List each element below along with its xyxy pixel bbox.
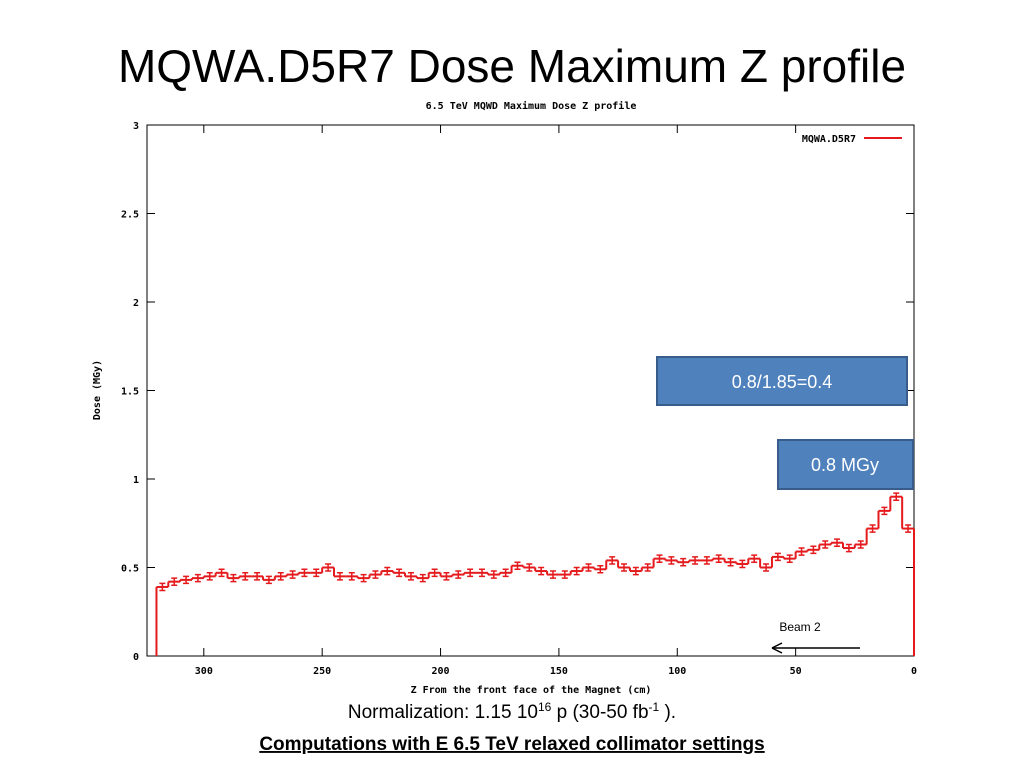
- error-bar: [159, 582, 166, 592]
- error-bar: [467, 568, 474, 578]
- y-tick-label: 2.5: [121, 210, 139, 221]
- text: Normalization: 1.15 10: [348, 702, 538, 723]
- error-bar: [289, 570, 296, 579]
- error-bar: [478, 568, 485, 578]
- error-bar: [763, 563, 770, 572]
- error-bar: [845, 543, 852, 553]
- error-bar: [692, 556, 699, 565]
- error-bar: [206, 572, 213, 581]
- error-bar: [265, 575, 272, 585]
- annotation: 0.8/1.85=0.4: [732, 372, 833, 392]
- error-bar: [798, 547, 805, 556]
- annotation-box: [656, 356, 908, 406]
- y-tick-label: 2: [133, 298, 139, 309]
- text: ).: [659, 702, 676, 723]
- error-bar: [585, 563, 592, 572]
- error-bar: [715, 554, 722, 563]
- annotation-box: [777, 439, 914, 490]
- error-bar: [905, 524, 912, 533]
- superscript: -1: [649, 700, 660, 714]
- error-bar: [656, 554, 663, 563]
- error-bar: [325, 563, 332, 572]
- error-bar: [502, 568, 509, 578]
- error-bar: [407, 572, 414, 581]
- error-bar: [834, 538, 841, 548]
- normalization: Normalization: 1.15 1016 p (30-50 fb-1 )…: [348, 700, 676, 723]
- error-bar: [254, 572, 261, 581]
- error-bar: [242, 572, 249, 581]
- error-bar: [810, 545, 817, 555]
- error-bar: [194, 573, 201, 583]
- error-bar: [668, 556, 675, 565]
- beam-arrow-head: [771, 642, 783, 654]
- annotation: Beam 2: [779, 620, 821, 634]
- chart-title: 6.5 TeV MQWD Maximum Dose Z profile: [426, 100, 637, 112]
- error-bar: [336, 572, 343, 581]
- error-bar: [171, 577, 178, 586]
- error-bar: [301, 568, 308, 578]
- error-bar: [727, 557, 734, 567]
- x-tick-label: 200: [432, 666, 450, 677]
- y-tick-label: 0: [133, 652, 139, 663]
- x-tick-label: 0: [911, 666, 917, 677]
- error-bar: [597, 564, 604, 574]
- y-tick-label: 3: [133, 121, 139, 132]
- error-bar: [396, 568, 403, 578]
- y-axis-label: Dose (MGy): [92, 360, 103, 420]
- error-bar: [419, 573, 426, 583]
- annotation: 0.8 MGy: [811, 455, 879, 475]
- error-bar: [774, 552, 781, 562]
- error-bar: [514, 561, 521, 571]
- settings-note: Computations with E 6.5 TeV relaxed coll…: [259, 734, 764, 755]
- error-bar: [230, 573, 237, 583]
- error-bar: [431, 568, 438, 578]
- error-bar: [609, 556, 616, 565]
- x-axis-label: Z From the front face of the Magnet (cm): [411, 685, 652, 696]
- error-bar: [526, 563, 533, 572]
- error-bar: [549, 570, 556, 579]
- legend-label: MQWA.D5R7: [802, 134, 856, 145]
- error-bar: [384, 566, 391, 576]
- error-bar: [277, 572, 284, 581]
- slide-title: MQWA.D5R7 Dose Maximum Z profile: [118, 40, 906, 92]
- error-bar: [183, 575, 190, 585]
- error-bar: [372, 570, 379, 579]
- error-bar: [313, 568, 320, 578]
- error-bar: [490, 570, 497, 579]
- error-bar: [360, 573, 367, 583]
- x-tick-label: 100: [668, 666, 686, 677]
- error-bar: [881, 506, 888, 516]
- x-tick-label: 150: [550, 666, 568, 677]
- text: p (30-50 fb: [551, 702, 648, 723]
- y-tick-label: 0.5: [121, 564, 139, 575]
- error-bar: [538, 566, 545, 576]
- x-tick-label: 250: [313, 666, 331, 677]
- error-bar: [857, 540, 864, 549]
- error-bar: [443, 572, 450, 581]
- superscript: 16: [538, 700, 552, 714]
- error-bar: [786, 554, 793, 563]
- y-tick-label: 1: [133, 475, 139, 486]
- error-bar: [869, 524, 876, 533]
- error-bar: [751, 554, 758, 563]
- error-bar: [680, 557, 687, 567]
- x-tick-label: 50: [790, 666, 802, 677]
- error-bar: [348, 572, 355, 581]
- error-bar: [893, 492, 900, 501]
- y-tick-label: 1.5: [121, 387, 139, 398]
- error-bar: [822, 540, 829, 549]
- error-bar: [703, 556, 710, 565]
- error-bar: [644, 563, 651, 572]
- error-bar: [218, 568, 225, 578]
- error-bar: [621, 563, 628, 572]
- error-bar: [573, 566, 580, 576]
- error-bar: [739, 559, 746, 569]
- error-bar: [455, 570, 462, 579]
- error-bar: [632, 566, 639, 576]
- x-tick-label: 300: [195, 666, 213, 677]
- error-bar: [561, 570, 568, 579]
